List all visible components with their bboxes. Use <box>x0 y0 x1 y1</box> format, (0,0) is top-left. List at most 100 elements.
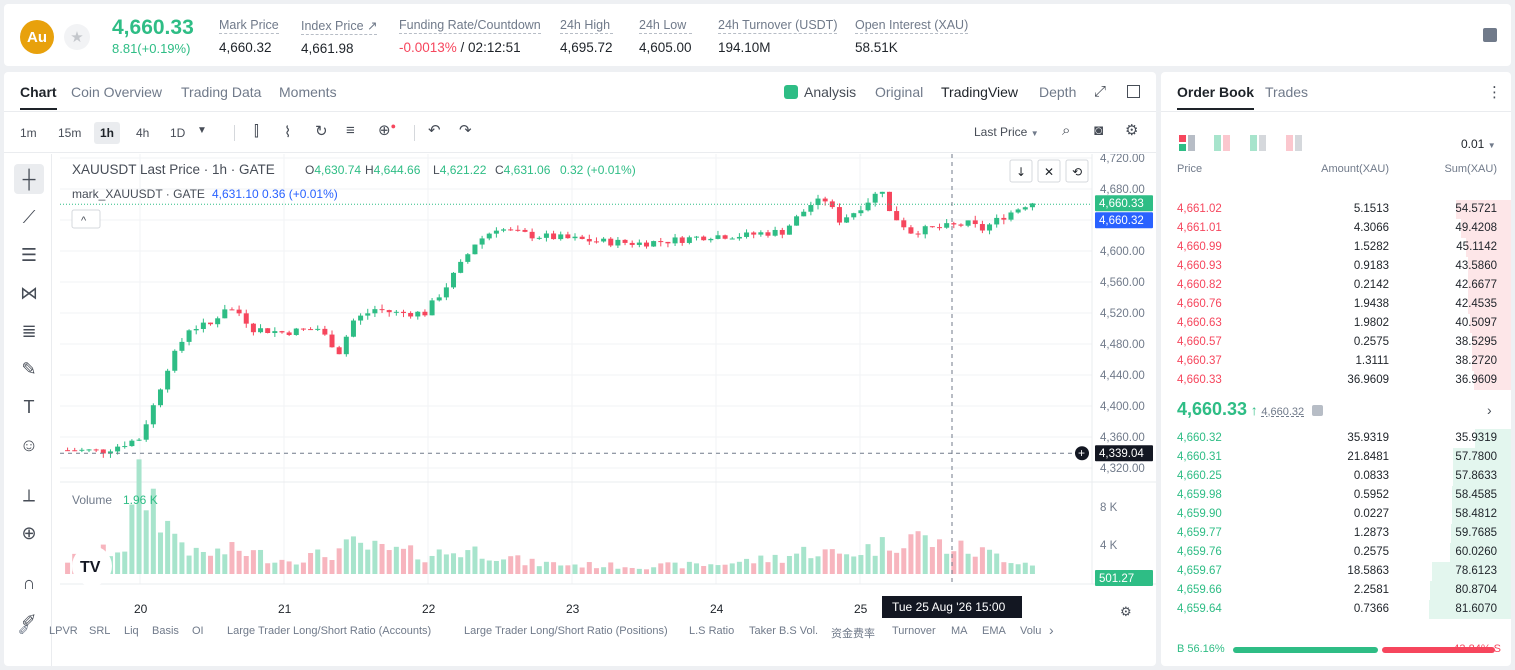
ask-row[interactable]: 4,660.33 36.9609 36.9609 <box>1161 371 1511 390</box>
indicator-9[interactable]: 资金费率 <box>831 628 875 640</box>
compare-icon[interactable]: ↻ <box>315 123 328 140</box>
brush-icon[interactable]: ✎ <box>21 358 37 379</box>
indicator-0[interactable]: LPVR <box>49 625 78 637</box>
crosshair-icon[interactable]: ┼ <box>14 164 44 194</box>
expand-icon[interactable]: ⤢ <box>1094 83 1107 100</box>
precision-select[interactable]: 0.01 ▼ <box>1461 137 1496 151</box>
candle-body <box>987 224 993 231</box>
reset-icon-button[interactable] <box>1065 159 1089 183</box>
indicator-4[interactable]: OI <box>192 625 204 637</box>
asks-only-icon[interactable] <box>1286 135 1302 151</box>
more-icon[interactable]: ⋮ <box>1487 84 1502 101</box>
tab-depth[interactable]: Depth <box>1039 84 1077 100</box>
volume-bar <box>293 564 299 574</box>
ask-row[interactable]: 4,660.82 0.2142 42.6677 <box>1161 276 1511 295</box>
add-indicator-icon[interactable]: ⊕● <box>378 121 397 139</box>
undo-icon[interactable]: ↶ <box>428 122 441 139</box>
tab-tradingview[interactable]: TradingView <box>941 84 1019 100</box>
timeframe-1h[interactable]: 1h <box>94 122 121 144</box>
horizontal-lines-icon[interactable]: ☰ <box>20 244 38 265</box>
bid-row[interactable]: 4,659.66 2.2581 80.8704 <box>1161 581 1511 600</box>
favorite-star-icon[interactable]: ★ <box>64 24 90 50</box>
bid-row[interactable]: 4,660.32 35.9319 35.9319 <box>1161 429 1511 448</box>
magnet-icon[interactable]: ∩ <box>22 572 36 593</box>
candle-type-icon[interactable]: ⫿ <box>254 123 259 140</box>
indicator-8[interactable]: Taker B.S Vol. <box>749 625 819 637</box>
tab-original[interactable]: Original <box>875 84 924 100</box>
redo-icon[interactable]: ↷ <box>459 122 472 139</box>
add-alert-icon[interactable] <box>1075 446 1089 461</box>
bid-row[interactable]: 4,659.90 0.0227 58.4812 <box>1161 505 1511 524</box>
bids-view-icon[interactable] <box>1214 135 1230 151</box>
mid-price-row[interactable]: 4,660.33 ↑ 4,660.32 <box>1177 399 1323 420</box>
zoom-in-icon[interactable]: ⊕ <box>21 522 37 543</box>
indicator-10[interactable]: Turnover <box>892 625 936 637</box>
ask-row[interactable]: 4,660.57 0.2575 38.5295 <box>1161 333 1511 352</box>
indicator-11[interactable]: MA <box>951 625 968 637</box>
tab-trading-data[interactable]: Trading Data <box>181 84 262 100</box>
timeframe-1m[interactable]: 1m <box>20 126 37 140</box>
scroll-down-icon-button[interactable] <box>1009 159 1033 183</box>
timeframe-4h[interactable]: 4h <box>136 126 150 140</box>
amount: 0.7366 <box>1353 603 1389 615</box>
chart-settings-icon[interactable]: ⚙ <box>1120 605 1132 620</box>
timeframe-1d[interactable]: 1D <box>170 126 186 140</box>
emoji-icon[interactable]: ☺ <box>19 434 39 455</box>
price-type-select[interactable]: Last Price ▼ <box>974 125 1039 139</box>
bid-row[interactable]: 4,659.67 18.5863 78.6123 <box>1161 562 1511 581</box>
analysis-button[interactable]: Analysis <box>784 84 856 100</box>
both-sides-view-icon[interactable] <box>1179 135 1195 151</box>
indicator-5[interactable]: Large Trader Long/Short Ratio (Accounts) <box>227 625 432 637</box>
ask-row[interactable]: 4,660.93 0.9183 43.5860 <box>1161 257 1511 276</box>
tab-trades[interactable]: Trades <box>1265 84 1309 100</box>
pencil-lock-icon[interactable]: ✐ <box>21 610 37 631</box>
fib-icon[interactable]: ≣ <box>21 320 37 341</box>
indicator-3[interactable]: Basis <box>152 625 179 637</box>
bids-only-icon[interactable] <box>1250 135 1266 151</box>
ask-row[interactable]: 4,660.63 1.9802 40.5097 <box>1161 314 1511 333</box>
close-icon-button[interactable] <box>1037 159 1061 183</box>
ask-row[interactable]: 4,661.02 5.1513 54.5721 <box>1161 200 1511 219</box>
pattern-icon[interactable]: ⋈ <box>20 282 38 303</box>
template-icon[interactable]: ≡ <box>346 122 355 139</box>
edit-icon[interactable]: ✐ <box>18 622 30 638</box>
ask-row[interactable]: 4,661.01 4.3066 49.4208 <box>1161 219 1511 238</box>
indicator-12[interactable]: EMA <box>982 625 1006 637</box>
indicator-1[interactable]: SRL <box>89 625 111 637</box>
ask-row[interactable]: 4,660.37 1.3111 38.2720 <box>1161 352 1511 371</box>
camera-icon[interactable]: ◙ <box>1094 122 1104 139</box>
tab-moments[interactable]: Moments <box>279 84 337 100</box>
window-icon[interactable] <box>1127 85 1140 98</box>
bid-row[interactable]: 4,659.77 1.2873 59.7685 <box>1161 524 1511 543</box>
trendline-icon[interactable]: ⟋ <box>22 206 36 227</box>
search-icon[interactable]: ⌕ <box>1062 122 1071 139</box>
tab-coin-overview[interactable]: Coin Overview <box>71 84 163 100</box>
timeframe-dropdown-icon[interactable]: ▼ <box>197 125 207 136</box>
indicators-icon[interactable]: ⌇ <box>284 124 292 141</box>
scroll-right-icon[interactable]: › <box>1049 622 1054 638</box>
book-icon[interactable] <box>1483 28 1497 42</box>
ask-row[interactable]: 4,660.76 1.9438 42.4535 <box>1161 295 1511 314</box>
indicator-13[interactable]: Volu <box>1020 625 1042 637</box>
candlestick-chart[interactable]: 4,720.004,680.004,640.004,600.004,560.00… <box>60 153 1156 666</box>
indicator-2[interactable]: Liq <box>124 625 139 637</box>
chart-canvas[interactable]: 4,720.004,680.004,640.004,600.004,560.00… <box>60 153 1156 666</box>
depth-bar <box>1450 543 1511 562</box>
text-icon[interactable]: T <box>23 396 35 417</box>
bid-row[interactable]: 4,659.98 0.5952 58.4585 <box>1161 486 1511 505</box>
indicator-7[interactable]: L.S Ratio <box>689 625 735 637</box>
tab-chart[interactable]: Chart <box>20 84 57 110</box>
indicator-6[interactable]: Large Trader Long/Short Ratio (Positions… <box>464 625 668 637</box>
stat-index-price[interactable]: Index Price ↗ 4,661.98 <box>301 19 378 56</box>
bid-row[interactable]: 4,659.64 0.7366 81.6070 <box>1161 600 1511 619</box>
tab-order-book[interactable]: Order Book <box>1177 84 1255 110</box>
bid-row[interactable]: 4,660.31 21.8481 57.7800 <box>1161 448 1511 467</box>
collapse-legend-button[interactable] <box>71 209 101 229</box>
settings-gear-icon[interactable]: ⚙ <box>1125 122 1139 139</box>
bid-row[interactable]: 4,660.25 0.0833 57.8633 <box>1161 467 1511 486</box>
bid-row[interactable]: 4,659.76 0.2575 60.0260 <box>1161 543 1511 562</box>
ask-row[interactable]: 4,660.99 1.5282 45.1142 <box>1161 238 1511 257</box>
ruler-icon[interactable]: ⟂ <box>22 484 35 505</box>
timeframe-15m[interactable]: 15m <box>58 126 82 140</box>
chevron-right-icon[interactable]: › <box>1487 402 1492 418</box>
